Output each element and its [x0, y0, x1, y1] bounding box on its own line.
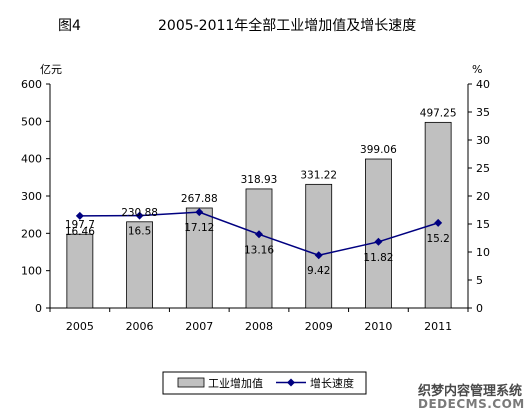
growth-value-label: 11.82: [363, 252, 393, 264]
y-left-tick-label: 200: [21, 227, 42, 240]
x-tick-label: 2010: [364, 320, 392, 333]
growth-marker: [314, 251, 323, 260]
legend-line-label: 增长速度: [310, 376, 354, 390]
bar: [66, 233, 94, 309]
bar: [305, 183, 333, 309]
growth-value-label: 9.42: [307, 265, 330, 277]
bar: [365, 158, 392, 309]
bar: [424, 121, 452, 309]
bar-value-label: 331.22: [300, 169, 337, 181]
growth-marker: [75, 211, 84, 220]
growth-marker: [255, 230, 263, 239]
y-left-tick-label: 500: [21, 115, 42, 128]
y-left-tick-label: 600: [21, 78, 42, 91]
growth-value-label: 15.2: [426, 233, 449, 245]
x-tick-label: 2008: [245, 320, 273, 333]
legend: 工业增加值 增长速度: [162, 371, 367, 395]
growth-value-label: 17.12: [184, 222, 214, 234]
y-right-tick-label: 20: [476, 190, 490, 203]
legend-bar-swatch: [177, 377, 205, 388]
x-tick-label: 2011: [424, 320, 452, 333]
growth-value-label: 16.46: [65, 226, 95, 238]
y-right-tick-label: 10: [476, 246, 490, 259]
growth-marker: [374, 237, 383, 246]
x-tick-label: 2005: [66, 320, 94, 333]
y-right-tick-label: 35: [476, 106, 490, 119]
growth-value-label: 13.16: [244, 244, 274, 256]
growth-marker: [135, 211, 144, 220]
bar-value-label: 497.25: [420, 107, 457, 119]
bar-value-label: 318.93: [241, 174, 278, 186]
bar: [245, 188, 273, 309]
growth-marker: [434, 218, 443, 227]
watermark-text: 织梦内容管理系统: [418, 384, 523, 399]
y-left-tick-label: 300: [21, 190, 42, 203]
y-left-tick-label: 400: [21, 153, 42, 166]
y-right-tick-label: 30: [476, 134, 490, 147]
x-tick-label: 2009: [305, 320, 333, 333]
figure-label: 图4: [58, 18, 81, 34]
legend-line-marker: [287, 378, 295, 387]
bar: [185, 207, 213, 309]
x-tick-label: 2007: [185, 320, 213, 333]
chart-title: 2005-2011年全部工业增加值及增长速度: [158, 17, 416, 34]
bar-value-label: 230.88: [121, 207, 158, 219]
bar-value-label: 399.06: [360, 144, 397, 156]
plot-group: 0 100 200 300 400 500 600 0 5 10 15 20 25 30 35 40 2005 2…: [21, 78, 490, 333]
y-right-tick-label: 40: [476, 78, 490, 91]
legend-box: [162, 371, 367, 395]
bar: [126, 221, 153, 309]
legend-bar-label: 工业增加值: [208, 376, 263, 390]
y-right-tick-label: 5: [476, 274, 483, 287]
growth-value-label: 16.5: [128, 226, 151, 238]
y-left-unit: 亿元: [40, 63, 62, 76]
bar-value-label: 267.88: [181, 193, 218, 205]
y-left-tick-label: 0: [35, 302, 42, 315]
y-right-unit: %: [472, 63, 482, 76]
watermark-domain: DEDECMS.COM: [418, 397, 525, 411]
y-left-tick-label: 100: [21, 265, 42, 278]
bar-value-label: 197.7: [65, 219, 95, 231]
x-tick-label: 2006: [126, 320, 154, 333]
y-right-tick-label: 15: [476, 218, 490, 231]
y-right-tick-label: 0: [476, 302, 483, 315]
y-right-tick-label: 25: [476, 162, 490, 175]
growth-marker: [195, 208, 204, 217]
